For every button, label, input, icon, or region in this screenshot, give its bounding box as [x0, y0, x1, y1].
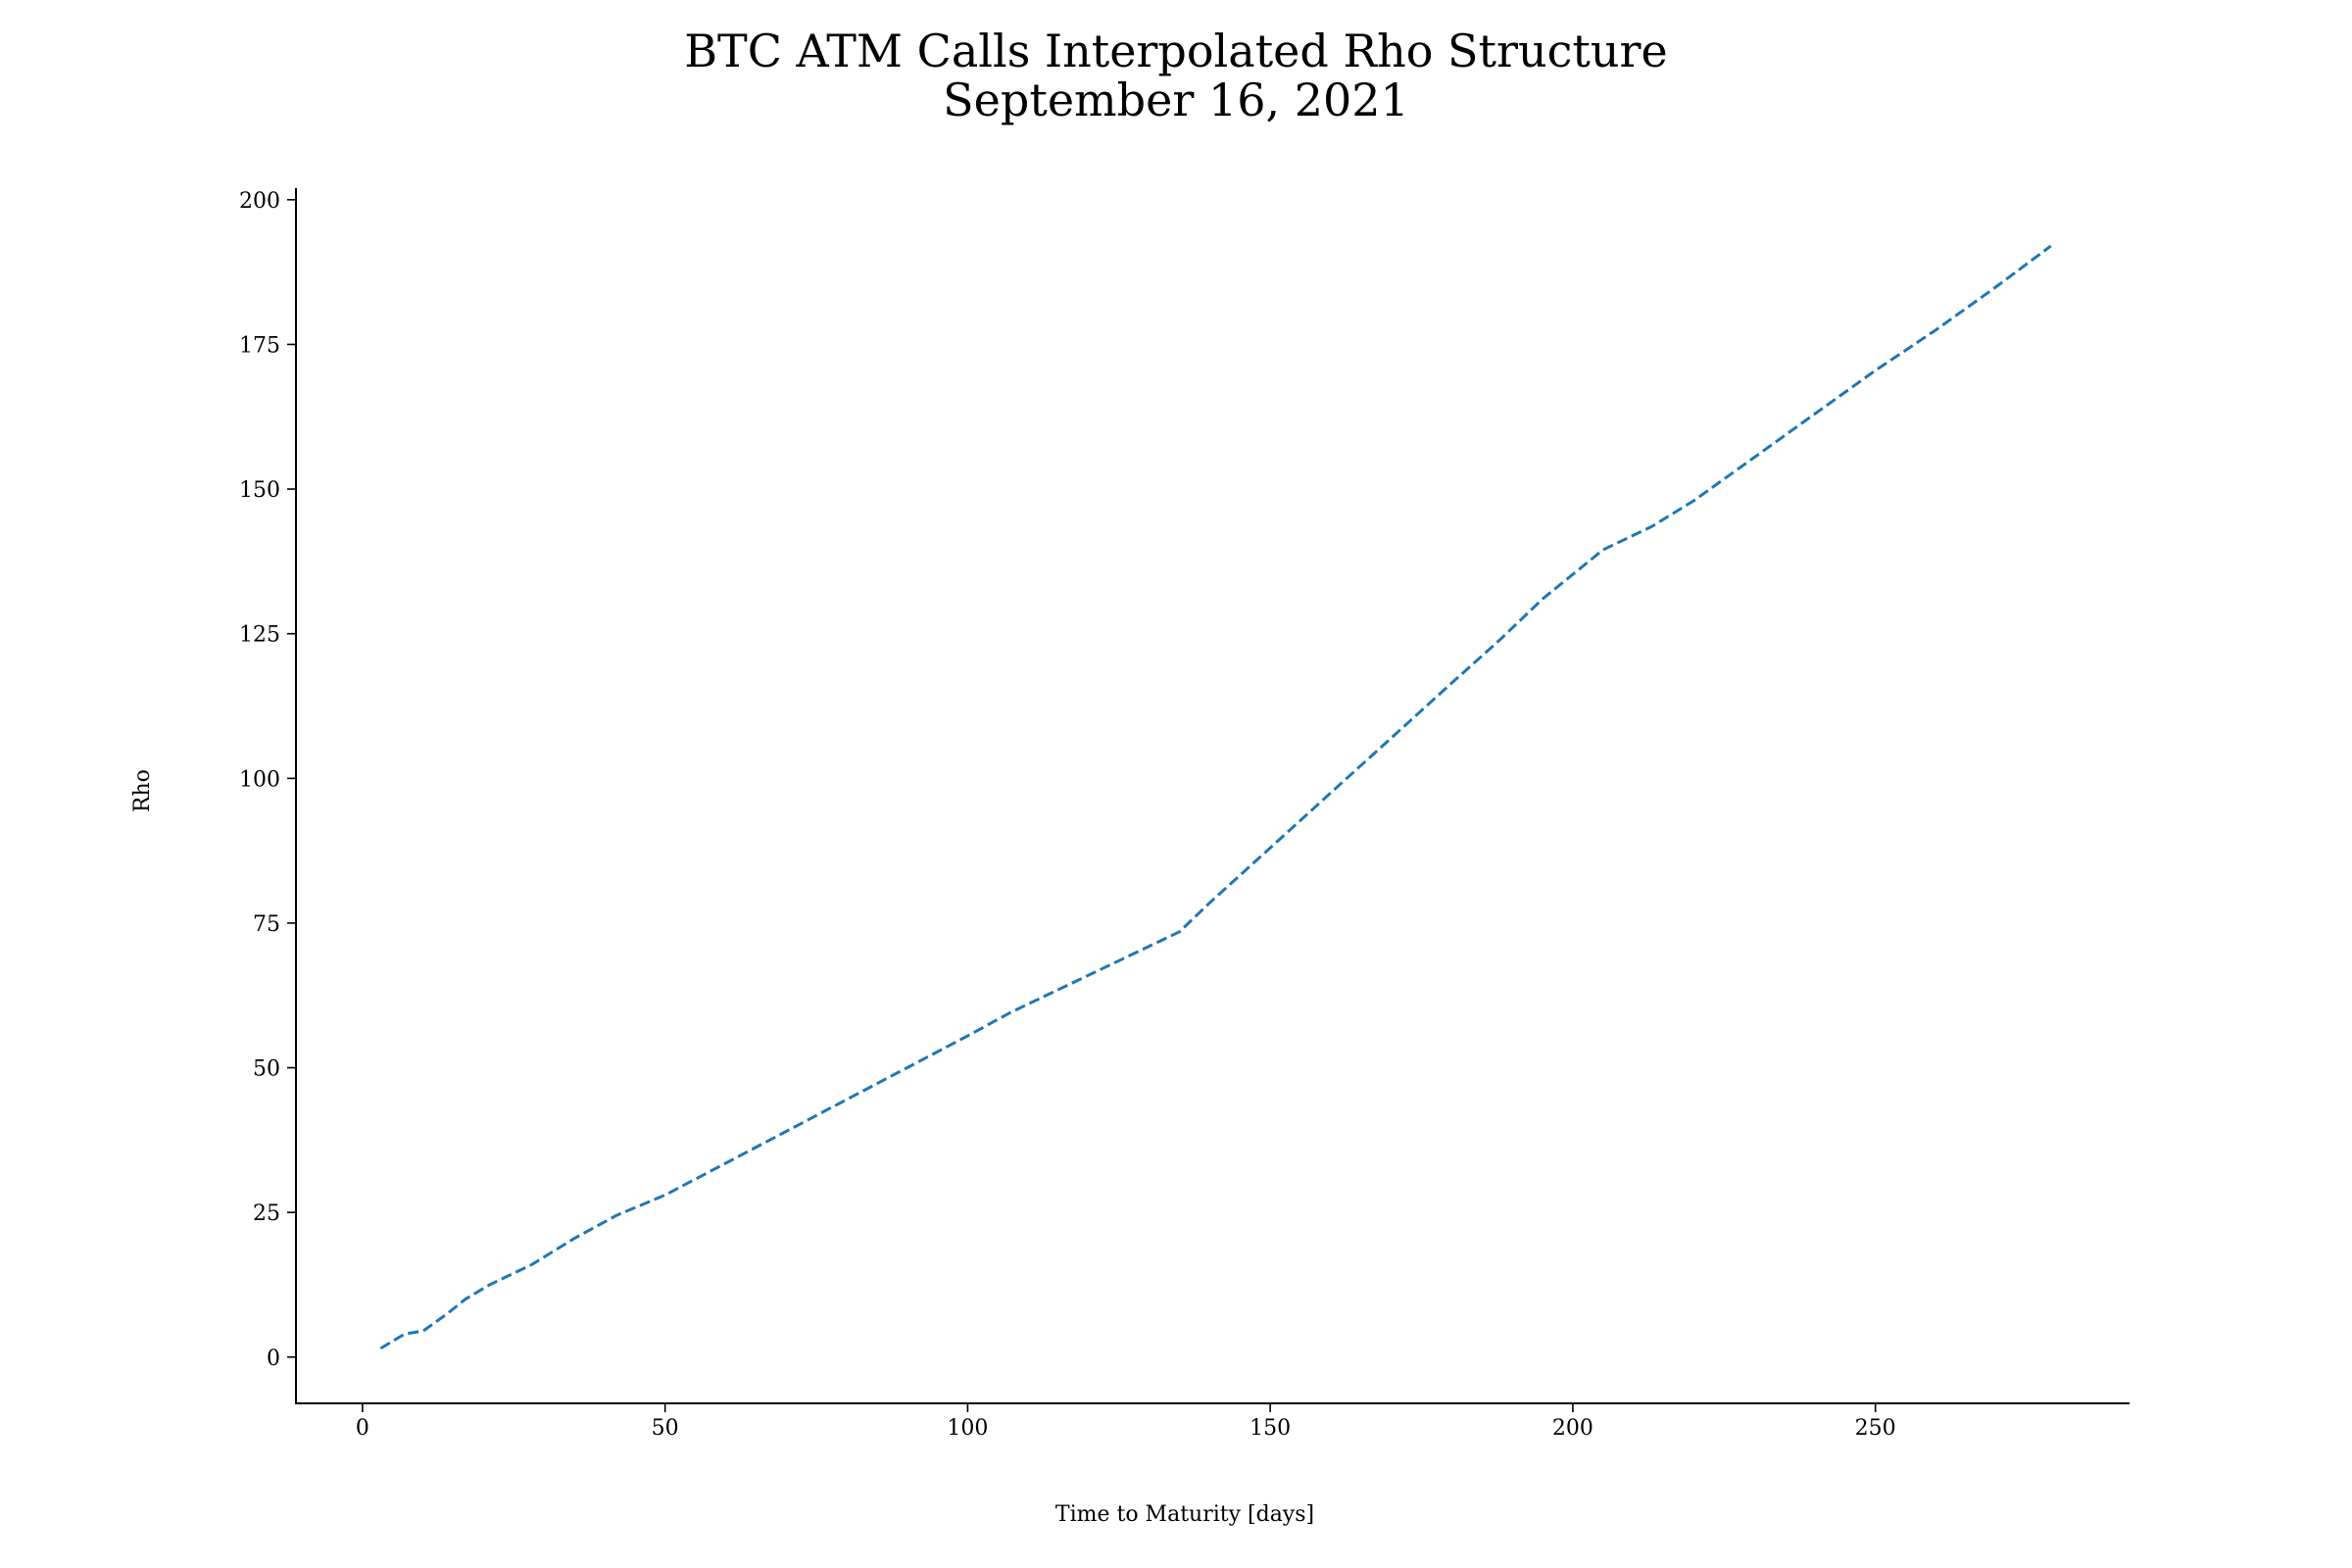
axis-ticks: 0 50 100 150 200 250 0 25 50 75 100 125 150 175 200	[239, 189, 1896, 1441]
y-tick-label: 0	[267, 1347, 280, 1371]
y-tick-label: 75	[253, 912, 280, 937]
y-axis-label: Rho	[130, 769, 155, 812]
x-tick-label: 100	[947, 1416, 988, 1441]
x-tick-label: 200	[1552, 1416, 1593, 1441]
y-tick-label: 125	[239, 623, 280, 648]
x-tick-label: 0	[356, 1416, 369, 1441]
series-line	[379, 244, 2052, 1350]
y-tick-label: 100	[239, 767, 280, 792]
y-tick-label: 150	[239, 478, 280, 503]
y-tick-label: 50	[253, 1057, 280, 1082]
chart-subtitle: September 16, 2021	[943, 74, 1409, 126]
x-tick-label: 250	[1855, 1416, 1896, 1441]
x-tick-label: 50	[652, 1416, 679, 1441]
chart-title: BTC ATM Calls Interpolated Rho Structure	[684, 24, 1668, 77]
x-tick-label: 150	[1250, 1416, 1291, 1441]
y-tick-label: 25	[253, 1201, 280, 1226]
y-tick-label: 175	[239, 333, 280, 358]
series-layer	[379, 244, 2052, 1350]
x-axis-label: Time to Maturity [days]	[1055, 1502, 1314, 1527]
y-tick-label: 200	[239, 189, 280, 214]
